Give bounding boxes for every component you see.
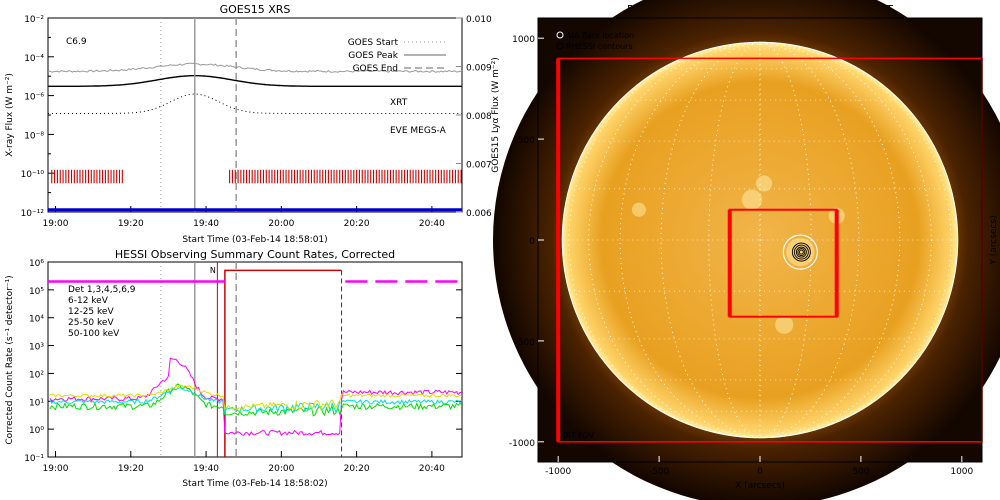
rhessi-contour [791, 242, 811, 262]
goes-xtick-label: 19:40 [193, 219, 219, 229]
goes-ytick-label: 10⁻² [24, 15, 44, 25]
longitude-line [708, 41, 812, 439]
hessi-ylabel: Corrected Count Rate (s⁻¹ detector⁻¹) [5, 275, 15, 444]
goes-y2label: GOES15 Lyα Flux (W m⁻²) [491, 57, 501, 173]
goes-ytick-label: 10⁻⁸ [24, 131, 44, 141]
swap-xtick-label: 1000 [950, 467, 973, 477]
swap-ytick-label: 500 [518, 136, 535, 146]
night-bracket [224, 269, 342, 457]
hessi-xtick-label: 19:00 [43, 464, 69, 474]
goes-xtick-label: 20:20 [344, 219, 370, 229]
hessi-ytick-label: 10² [29, 370, 44, 380]
hessi-ytick-label: 10⁻¹ [24, 454, 44, 464]
longitude-line [759, 41, 761, 439]
hessi-xtick-label: 20:20 [344, 464, 370, 474]
swap-ytick-label: -1000 [509, 439, 535, 449]
eve-label: EVE MEGS-A [390, 126, 447, 136]
hessi-legend-item: 50-100 keV [68, 329, 120, 339]
night-label: N [210, 266, 216, 275]
hessi-legend-item: 6-12 keV [68, 296, 109, 306]
goes-lya-curve [47, 62, 463, 73]
hessi-ytick-label: 10⁵ [29, 287, 44, 297]
swap-legend-label: AIA flare location [566, 31, 634, 40]
swap-ytick-label: -500 [515, 338, 536, 348]
goes-y2tick-label: 0.007 [466, 161, 492, 171]
goes-legend-label: GOES Peak [348, 51, 398, 61]
hessi-legend-item: Det 1,3,4,5,6,9 [68, 285, 136, 295]
hessi-xtick-label: 19:40 [193, 464, 219, 474]
swap-xlabel: X (arcsecs) [735, 481, 785, 491]
goes-xtick-label: 20:40 [419, 219, 445, 229]
swap-xtick-label: -500 [649, 467, 670, 477]
hessi-series-25-50 [49, 387, 463, 414]
hessi-series-12-25 [49, 383, 463, 417]
hessi-series-50-100 [49, 384, 463, 412]
xrt-fov-label: XRT FOV [560, 431, 595, 440]
hessi-series-6-12 [49, 357, 463, 437]
goes-legend-label: GOES End [353, 64, 398, 74]
swap-ylabel: Y (arcsecs) [989, 215, 999, 265]
goes-short-curve [48, 93, 462, 114]
goes-legend-label: GOES Start [348, 38, 399, 48]
hessi-title: HESSI Observing Summary Count Rates, Cor… [115, 248, 395, 261]
hessi-legend-item: 12-25 keV [68, 307, 114, 317]
goes-y2tick-label: 0.006 [466, 209, 492, 219]
hessi-panel: HESSI Observing Summary Count Rates, Cor… [5, 248, 463, 489]
swap-legend-label: RHESSI contours [566, 42, 633, 51]
swap-xtick-label: 0 [757, 467, 763, 477]
goes-ylabel: X-ray Flux (W m⁻²) [5, 73, 15, 157]
hessi-legend-item: 25-50 keV [68, 318, 114, 328]
swap-xtick-label: -1000 [545, 467, 571, 477]
goes-xtick-label: 19:00 [43, 219, 69, 229]
goes-xtick-label: 19:20 [118, 219, 144, 229]
hessi-xtick-label: 20:00 [268, 464, 294, 474]
hessi-xtick-label: 19:20 [118, 464, 144, 474]
swap-ytick-label: 0 [529, 237, 535, 247]
hessi-ytick-label: 10⁴ [29, 315, 44, 325]
goes-ytick-label: 10⁻¹² [21, 209, 45, 219]
hessi-frame [47, 261, 463, 458]
longitude-line [660, 41, 860, 439]
rhessi-contour [795, 246, 807, 258]
limb-circle [561, 41, 959, 439]
goes-y2tick-label: 0.008 [466, 112, 492, 122]
rhessi-contour [797, 248, 806, 257]
swap-panel: PROBA2 SWAP 174 3-Feb-2014 19:39:09.998 … [493, 0, 1000, 500]
goes-xlabel: Start Time (03-Feb-14 18:58:01) [182, 235, 327, 245]
goes-panel: GOES15 XRS 10⁻¹² 10⁻¹⁰ 10⁻⁸ 10⁻⁶ 10⁻⁴ 10⁻² 0.00… [5, 3, 501, 245]
hessi-ytick-label: 10⁰ [29, 426, 44, 436]
active-region [631, 202, 646, 217]
hessi-ytick-label: 10³ [29, 343, 44, 353]
hessi-ytick-label: 10⁶ [29, 259, 44, 269]
goes-class-label: C6.9 [66, 37, 87, 47]
xrt-label: XRT [390, 98, 408, 108]
goes-ytick-label: 10⁻⁴ [24, 54, 44, 64]
hessi-xtick-label: 20:40 [419, 464, 445, 474]
goes-ytick-label: 10⁻¹⁰ [21, 170, 45, 180]
rhessi-legend-icon [556, 42, 564, 50]
swap-xtick-label: 500 [852, 467, 869, 477]
hessi-xlabel: Start Time (03-Feb-14 18:58:02) [182, 479, 327, 489]
goes-y2tick-label: 0.010 [466, 15, 492, 25]
goes-long-curve [48, 75, 462, 87]
goes-title: GOES15 XRS [220, 3, 291, 16]
goes-y2tick-label: 0.009 [466, 64, 492, 74]
active-region [775, 315, 794, 334]
goes-xtick-label: 20:00 [268, 219, 294, 229]
rhessi-contour [798, 249, 804, 255]
aia-flare-circle [782, 234, 818, 270]
goes-ytick-label: 10⁻⁶ [24, 93, 44, 103]
aia-legend-icon [556, 31, 564, 39]
active-region [741, 189, 763, 210]
rhessi-contour [793, 244, 809, 260]
hessi-ytick-label: 10¹ [29, 398, 44, 408]
swap-ytick-label: 1000 [512, 35, 535, 45]
active-region [755, 175, 773, 192]
solar-disk [562, 42, 958, 438]
